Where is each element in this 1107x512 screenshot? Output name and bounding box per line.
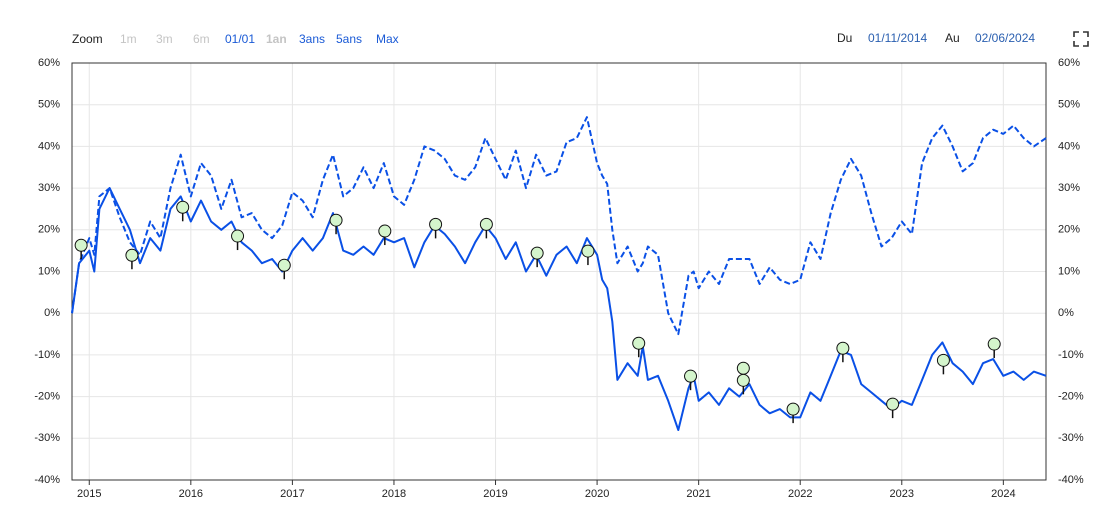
zoom-button: 3m — [156, 32, 173, 46]
flag-marker[interactable] — [479, 217, 493, 231]
to-date[interactable]: 02/06/2024 — [975, 31, 1035, 45]
zoom-label: Zoom — [72, 32, 103, 46]
line-series — [71, 116, 1047, 336]
y-tick-label: 40% — [38, 140, 60, 152]
zoom-button: 1m — [120, 32, 137, 46]
from-date[interactable]: 01/11/2014 — [868, 31, 927, 45]
y-tick-label: -40% — [34, 474, 60, 486]
x-tick-label: 2016 — [179, 488, 203, 500]
y2-tick-label: -20% — [1058, 391, 1084, 403]
flag-marker[interactable] — [736, 361, 750, 375]
x-tick-label: 2024 — [991, 488, 1015, 500]
plot-border — [71, 62, 1047, 481]
to-label: Au — [945, 31, 960, 45]
flag-marker[interactable] — [836, 341, 850, 355]
x-tick-label: 2020 — [585, 488, 609, 500]
y-tick-label: -20% — [34, 391, 60, 403]
flag-marker[interactable] — [736, 373, 750, 387]
zoom-button[interactable]: 01/01 — [225, 32, 255, 46]
y2-tick-label: 20% — [1058, 224, 1080, 236]
from-label: Du — [837, 31, 852, 45]
flag-marker[interactable] — [581, 244, 595, 258]
y-tick-label: 20% — [38, 224, 60, 236]
flag-marker[interactable] — [74, 238, 88, 252]
y-tick-label: -30% — [34, 432, 60, 444]
flag-marker[interactable] — [632, 336, 646, 350]
zoom-button[interactable]: Max — [376, 32, 399, 46]
y-tick-label: 60% — [38, 57, 60, 69]
y-tick-label: 50% — [38, 99, 60, 111]
line-series — [71, 187, 1047, 431]
zoom-button[interactable]: 3ans — [299, 32, 325, 46]
flag-marker[interactable] — [176, 200, 190, 214]
x-tick-label: 2023 — [890, 488, 914, 500]
flag-marker[interactable] — [231, 229, 245, 243]
x-tick-label: 2022 — [788, 488, 812, 500]
flag-marker[interactable] — [378, 224, 392, 238]
x-tick-label: 2018 — [382, 488, 406, 500]
y-tick-label: 30% — [38, 182, 60, 194]
y2-tick-label: 50% — [1058, 99, 1080, 111]
y2-tick-label: 0% — [1058, 307, 1074, 319]
y2-tick-label: -30% — [1058, 432, 1084, 444]
flag-marker[interactable] — [277, 258, 291, 272]
flag-marker[interactable] — [987, 337, 1001, 351]
zoom-button[interactable]: 5ans — [336, 32, 362, 46]
y-tick-label: -10% — [34, 349, 60, 361]
fullscreen-icon[interactable] — [1073, 31, 1089, 47]
x-tick-label: 2017 — [280, 488, 304, 500]
flag-marker[interactable] — [684, 369, 698, 383]
x-tick-label: 2015 — [77, 488, 101, 500]
flag-marker[interactable] — [329, 213, 343, 227]
y2-tick-label: -10% — [1058, 349, 1084, 361]
y2-tick-label: -40% — [1058, 474, 1084, 486]
x-tick-label: 2019 — [483, 488, 507, 500]
y2-tick-label: 30% — [1058, 182, 1080, 194]
zoom-button: 1an — [266, 32, 287, 46]
flag-marker[interactable] — [125, 248, 139, 262]
flag-marker[interactable] — [786, 402, 800, 416]
y2-tick-label: 10% — [1058, 265, 1080, 277]
y2-tick-label: 40% — [1058, 140, 1080, 152]
flag-marker[interactable] — [936, 353, 950, 367]
flag-marker[interactable] — [886, 397, 900, 411]
flag-marker[interactable] — [530, 246, 544, 260]
x-tick-label: 2021 — [686, 488, 710, 500]
flag-marker[interactable] — [429, 217, 443, 231]
zoom-button: 6m — [193, 32, 210, 46]
y-tick-label: 10% — [38, 265, 60, 277]
y-tick-label: 0% — [44, 307, 60, 319]
y2-tick-label: 60% — [1058, 57, 1080, 69]
